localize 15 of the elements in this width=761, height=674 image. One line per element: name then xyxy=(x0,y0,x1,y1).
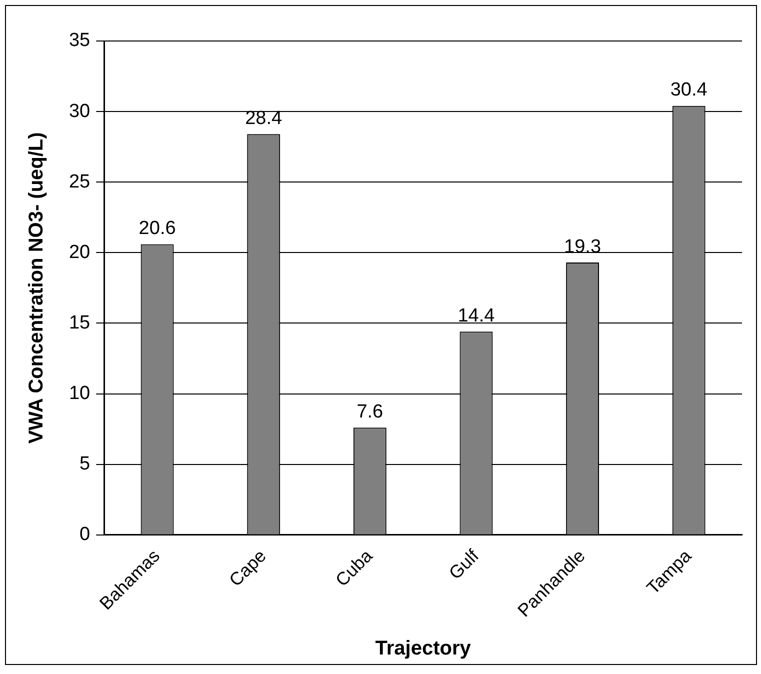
x-tick-label: Gulf xyxy=(445,544,484,584)
y-axis-title: VWA Concentration NO3- (ueq/L) xyxy=(26,132,48,444)
x-axis-title: Trajectory xyxy=(375,638,472,660)
y-tick-label: 35 xyxy=(68,30,90,52)
y-tick-label: 20 xyxy=(68,242,90,263)
y-tick-label: 30 xyxy=(68,100,90,122)
y-tick-label: 5 xyxy=(80,454,90,475)
data-label: 7.6 xyxy=(356,401,384,422)
data-label: 14.4 xyxy=(458,305,496,326)
y-tick-label: 10 xyxy=(68,382,90,404)
data-label: 30.4 xyxy=(670,80,708,101)
data-label: 20.6 xyxy=(138,218,176,239)
y-tick-label: 0 xyxy=(80,524,90,546)
y-tick-label: 25 xyxy=(68,171,90,192)
y-tick-label: 15 xyxy=(68,312,90,334)
